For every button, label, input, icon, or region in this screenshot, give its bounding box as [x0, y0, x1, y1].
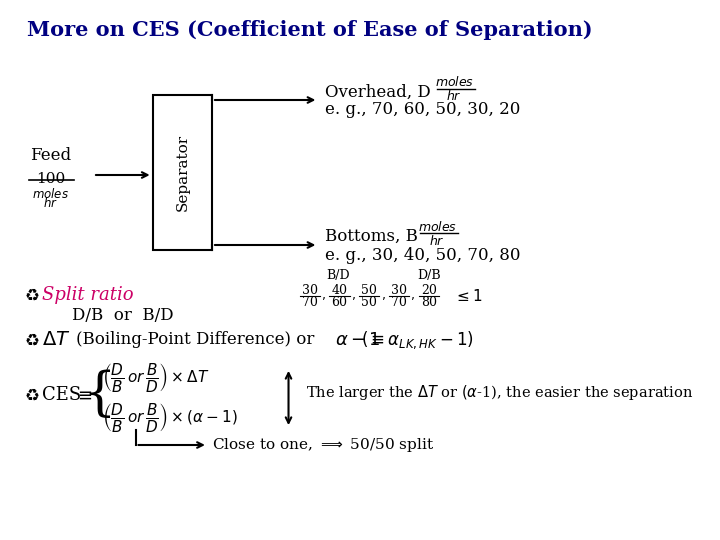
Text: ,: ,	[323, 289, 326, 302]
Text: ,: ,	[352, 289, 356, 302]
Text: ♻: ♻	[25, 331, 40, 349]
Text: 100: 100	[36, 172, 66, 186]
Text: e. g., 30, 40, 50, 70, 80: e. g., 30, 40, 50, 70, 80	[325, 246, 521, 264]
Text: 80: 80	[420, 296, 437, 309]
Text: 60: 60	[331, 296, 348, 309]
Text: $\it{moles}$: $\it{moles}$	[418, 220, 457, 234]
Text: Split ratio: Split ratio	[42, 286, 134, 304]
Text: 30: 30	[391, 284, 407, 296]
Text: More on CES (Coefficient of Ease of Separation): More on CES (Coefficient of Ease of Sepa…	[27, 20, 593, 40]
Text: B/D: B/D	[326, 268, 350, 281]
Text: $\left(\dfrac{D}{B}\,or\,\dfrac{B}{D}\right)\times\Delta T$: $\left(\dfrac{D}{B}\,or\,\dfrac{B}{D}\ri…	[102, 361, 209, 395]
Text: The larger the $\Delta T$ or $(\alpha$-1), the easier the separation: The larger the $\Delta T$ or $(\alpha$-1…	[305, 382, 693, 402]
Text: Separator: Separator	[175, 134, 189, 211]
Text: Bottoms, B: Bottoms, B	[325, 227, 418, 245]
Text: CES: CES	[42, 386, 81, 404]
Text: $\left(\dfrac{D}{B}\,or\,\dfrac{B}{D}\right)\times(\alpha-1)$: $\left(\dfrac{D}{B}\,or\,\dfrac{B}{D}\ri…	[102, 402, 237, 435]
Text: $\leq 1$: $\leq 1$	[454, 288, 483, 304]
Text: 50: 50	[361, 296, 377, 309]
Text: D/B: D/B	[417, 268, 441, 281]
Text: Close to one, $\Longrightarrow$ 50/50 split: Close to one, $\Longrightarrow$ 50/50 sp…	[212, 436, 434, 454]
Text: ,: ,	[382, 289, 386, 302]
Text: 30: 30	[302, 284, 318, 296]
Text: $(\equiv \alpha_{LK,HK} - 1)$: $(\equiv \alpha_{LK,HK} - 1)$	[361, 329, 474, 351]
Text: ,: ,	[411, 289, 415, 302]
Text: Overhead, D: Overhead, D	[325, 84, 431, 100]
Text: $\it{hr}$: $\it{hr}$	[43, 196, 58, 210]
Text: $\Delta T$: $\Delta T$	[42, 331, 71, 349]
Text: $\it{hr}$: $\it{hr}$	[446, 89, 462, 103]
Text: 70: 70	[391, 296, 407, 309]
Text: $\it{hr}$: $\it{hr}$	[429, 234, 445, 248]
Text: {: {	[82, 369, 116, 421]
Text: 40: 40	[331, 284, 348, 296]
Text: $\it{moles}$: $\it{moles}$	[32, 187, 69, 201]
Text: D/B  or  B/D: D/B or B/D	[72, 307, 174, 323]
Text: ♻: ♻	[25, 386, 40, 404]
Text: e. g., 70, 60, 50, 30, 20: e. g., 70, 60, 50, 30, 20	[325, 102, 521, 118]
Text: (Boiling-Point Difference) or: (Boiling-Point Difference) or	[76, 332, 315, 348]
Bar	[153, 95, 212, 250]
Text: $\equiv$: $\equiv$	[73, 386, 92, 404]
Text: Feed: Feed	[30, 146, 71, 164]
Text: 50: 50	[361, 284, 377, 296]
Text: 20: 20	[420, 284, 437, 296]
Text: ♻: ♻	[25, 286, 40, 304]
Text: $\alpha - 1$: $\alpha - 1$	[336, 331, 381, 349]
Text: $\it{moles}$: $\it{moles}$	[435, 75, 474, 89]
Text: 70: 70	[302, 296, 318, 309]
